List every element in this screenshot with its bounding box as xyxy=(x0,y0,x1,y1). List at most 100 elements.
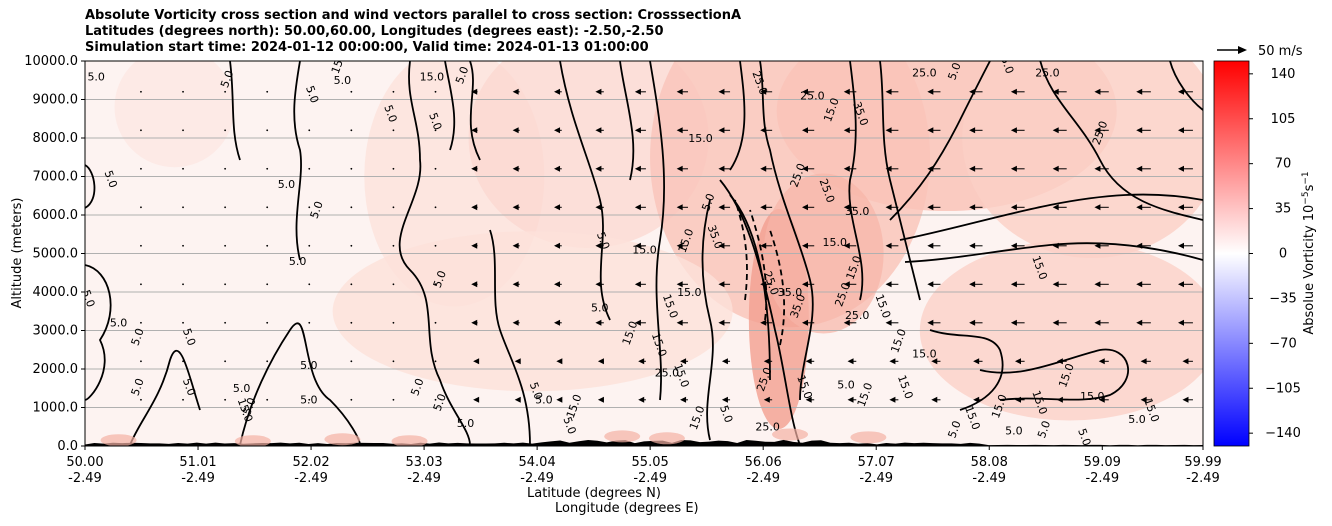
contour-line xyxy=(239,322,361,446)
wind-vector xyxy=(760,242,767,249)
wind-vector xyxy=(638,396,645,403)
contour-label: 15.0 xyxy=(912,347,937,360)
wind-vector xyxy=(927,281,934,288)
contour-label: 5.0 xyxy=(180,377,198,398)
wind-vector xyxy=(512,242,519,249)
wind-vector xyxy=(885,242,892,249)
x-tick-label-lon: -2.49 xyxy=(520,471,554,486)
wind-vector xyxy=(140,360,142,363)
wind-vector xyxy=(473,396,480,403)
wind-vector xyxy=(885,165,892,172)
wind-vector xyxy=(718,127,725,134)
wind-vector xyxy=(224,90,227,93)
contour-label: 5.0 xyxy=(527,380,545,401)
surface-vorticity-patch xyxy=(850,431,887,444)
wind-vector xyxy=(1182,396,1189,403)
terrain-profile xyxy=(85,439,1203,446)
wind-vector xyxy=(1136,281,1143,288)
wind-vector xyxy=(434,398,437,401)
wind-vector xyxy=(1136,319,1143,326)
wind-vector xyxy=(595,319,602,326)
wind-vector xyxy=(969,281,976,288)
colorbar-label: Absolue Vorticity 10−5s−1 xyxy=(1301,171,1317,334)
wind-vector xyxy=(1056,396,1063,403)
wind-vector xyxy=(885,127,892,134)
wind-vector xyxy=(718,204,725,211)
contour-label: 5.0 xyxy=(129,377,147,398)
wind-vector xyxy=(224,321,227,324)
colorbar-tick-label: 70 xyxy=(1275,157,1292,172)
wind-vector xyxy=(434,283,437,286)
contour-label: 5.0 xyxy=(278,178,296,191)
contour-label: 5.0 xyxy=(946,61,964,82)
wind-vector xyxy=(1052,127,1059,134)
contour-line xyxy=(1169,61,1203,111)
wind-vector xyxy=(350,129,353,132)
wind-vector xyxy=(595,88,602,95)
wind-vector xyxy=(350,90,353,93)
wind-vector xyxy=(634,165,641,172)
x-tick-label-lon: -2.49 xyxy=(294,471,328,486)
wind-vector xyxy=(1052,242,1059,249)
wind-vector xyxy=(266,398,269,401)
wind-vector xyxy=(471,281,478,288)
x-tick-label-lat: 54.04 xyxy=(519,455,556,470)
wind-vector xyxy=(350,321,353,324)
x-tick-label-lon: -2.49 xyxy=(746,471,780,486)
contour-label: 5.0 xyxy=(535,394,553,407)
contour-line xyxy=(469,61,481,161)
wind-vector xyxy=(1010,319,1017,326)
wind-vector xyxy=(927,204,934,211)
contour-label: 5.0 xyxy=(87,70,105,83)
wind-vector xyxy=(556,358,563,365)
wind-vector xyxy=(140,244,142,247)
contour-label: 15.0 xyxy=(677,286,702,299)
wind-vector xyxy=(760,204,767,211)
contour-label: 5.0 xyxy=(946,419,964,440)
wind-vector xyxy=(1136,242,1143,249)
contour-label: 5.0 xyxy=(457,417,475,430)
wind-vector xyxy=(224,244,227,247)
contour-label: 5.0 xyxy=(233,382,251,395)
contour-label: 5.0 xyxy=(303,84,321,105)
y-tick-label: 2000.0 xyxy=(33,362,79,377)
y-axis: 0.0 1000.0 2000.0 3000.0 4000.0 5000.0 6000.0 7… xyxy=(24,54,85,454)
colorbar-tick-label: 140 xyxy=(1271,67,1296,82)
wind-vector xyxy=(1094,242,1101,249)
wind-vector xyxy=(969,204,976,211)
quiver-key: 50 m/s xyxy=(1217,44,1303,59)
contour-line xyxy=(85,264,112,401)
wind-vector xyxy=(512,319,519,326)
wind-vector xyxy=(392,360,395,363)
wind-vector xyxy=(140,398,142,401)
horizontal-gridlines xyxy=(85,99,1203,408)
wind-vector xyxy=(1178,127,1185,134)
x-tick-label-lon: -2.49 xyxy=(1085,471,1119,486)
contour-label: 5.0 xyxy=(180,327,198,348)
surface-vorticity-patch xyxy=(772,428,809,441)
colorbar-tick-label: −105 xyxy=(1265,381,1301,396)
contour-label: 25.0 xyxy=(845,309,870,322)
wind-vector xyxy=(554,127,561,134)
wind-vector xyxy=(676,319,683,326)
wind-vector xyxy=(1052,165,1059,172)
wind-vector xyxy=(969,242,976,249)
contour-label: 5.0 xyxy=(431,392,449,413)
colorbar-tick-label: −35 xyxy=(1269,291,1296,306)
wind-vector xyxy=(847,396,854,403)
contour-label: 5.0 xyxy=(1075,427,1093,448)
wind-vector xyxy=(512,88,519,95)
wind-vector xyxy=(1178,242,1185,249)
wind-vector xyxy=(350,206,353,209)
contour-labels: 5.0 5.05.05.015.05.015.0 5.0 25.0 25.015.0 35… xyxy=(85,61,1162,448)
contour-line xyxy=(293,61,302,261)
wind-vector xyxy=(224,129,227,132)
x-tick-label-lat: 52.02 xyxy=(292,455,329,470)
field-patch xyxy=(468,61,709,248)
contour-label: 5.0 xyxy=(102,169,120,190)
wind-vector xyxy=(843,127,850,134)
wind-vector xyxy=(969,319,976,326)
x-tick-label-lon: -2.49 xyxy=(181,471,215,486)
x-tick-label-lat: 51.01 xyxy=(179,455,216,470)
wind-vector xyxy=(802,281,809,288)
